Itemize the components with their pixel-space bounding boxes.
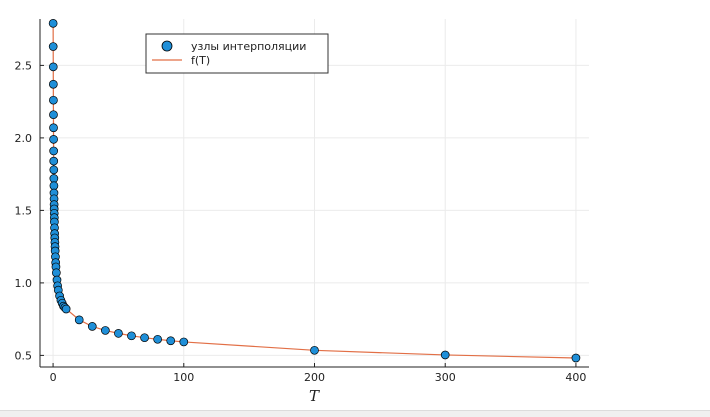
x-tick-label: 400 [565, 371, 586, 384]
data-point [49, 110, 58, 120]
data-point [127, 331, 136, 341]
legend: узлы интерполяции f(T) [145, 33, 329, 74]
legend-label-nodes: узлы интерполяции [191, 40, 306, 53]
data-point [87, 322, 97, 331]
window-bottom-strip [0, 410, 710, 417]
data-point [153, 334, 162, 344]
data-point [48, 62, 58, 72]
x-tick-label: 100 [173, 371, 194, 384]
data-point [48, 42, 58, 51]
data-point [48, 79, 58, 89]
x-axis-label: T [309, 387, 320, 405]
data-point [49, 156, 59, 166]
y-tick-label: 0.5 [15, 349, 33, 362]
data-point [49, 146, 59, 156]
data-point [48, 19, 58, 28]
x-tick-label: 200 [304, 371, 325, 384]
grid-lines [40, 19, 589, 367]
y-tick-label: 2.5 [15, 59, 33, 72]
legend-label-f: f(T) [191, 54, 210, 67]
data-point [49, 174, 59, 183]
legend-box [145, 33, 329, 74]
data-point [114, 329, 123, 338]
data-point [310, 345, 319, 355]
data-point [49, 181, 59, 191]
x-tick-label: 300 [435, 371, 456, 384]
data-point [166, 336, 176, 346]
y-tick-label: 1.0 [15, 277, 33, 290]
y-tick-label: 1.5 [15, 204, 33, 217]
tick-labels: 0 100 200 300 400 0.5 1.0 1.5 2.0 2.5 [15, 59, 587, 384]
legend-marker-nodes [161, 40, 173, 52]
data-point [49, 165, 59, 175]
data-point [179, 337, 189, 347]
data-point [49, 123, 58, 133]
x-tick-label: 0 [50, 371, 57, 384]
data-point [49, 135, 58, 144]
data-point [101, 326, 110, 335]
data-point [571, 353, 581, 363]
data-point [74, 315, 84, 325]
data-point [140, 333, 149, 343]
scatter-series-nodes [48, 19, 581, 363]
data-point [51, 268, 61, 278]
data-point [440, 350, 450, 360]
axes [39, 19, 589, 368]
y-tick-label: 2.0 [15, 132, 33, 145]
data-point [61, 304, 71, 314]
data-point [49, 95, 58, 105]
